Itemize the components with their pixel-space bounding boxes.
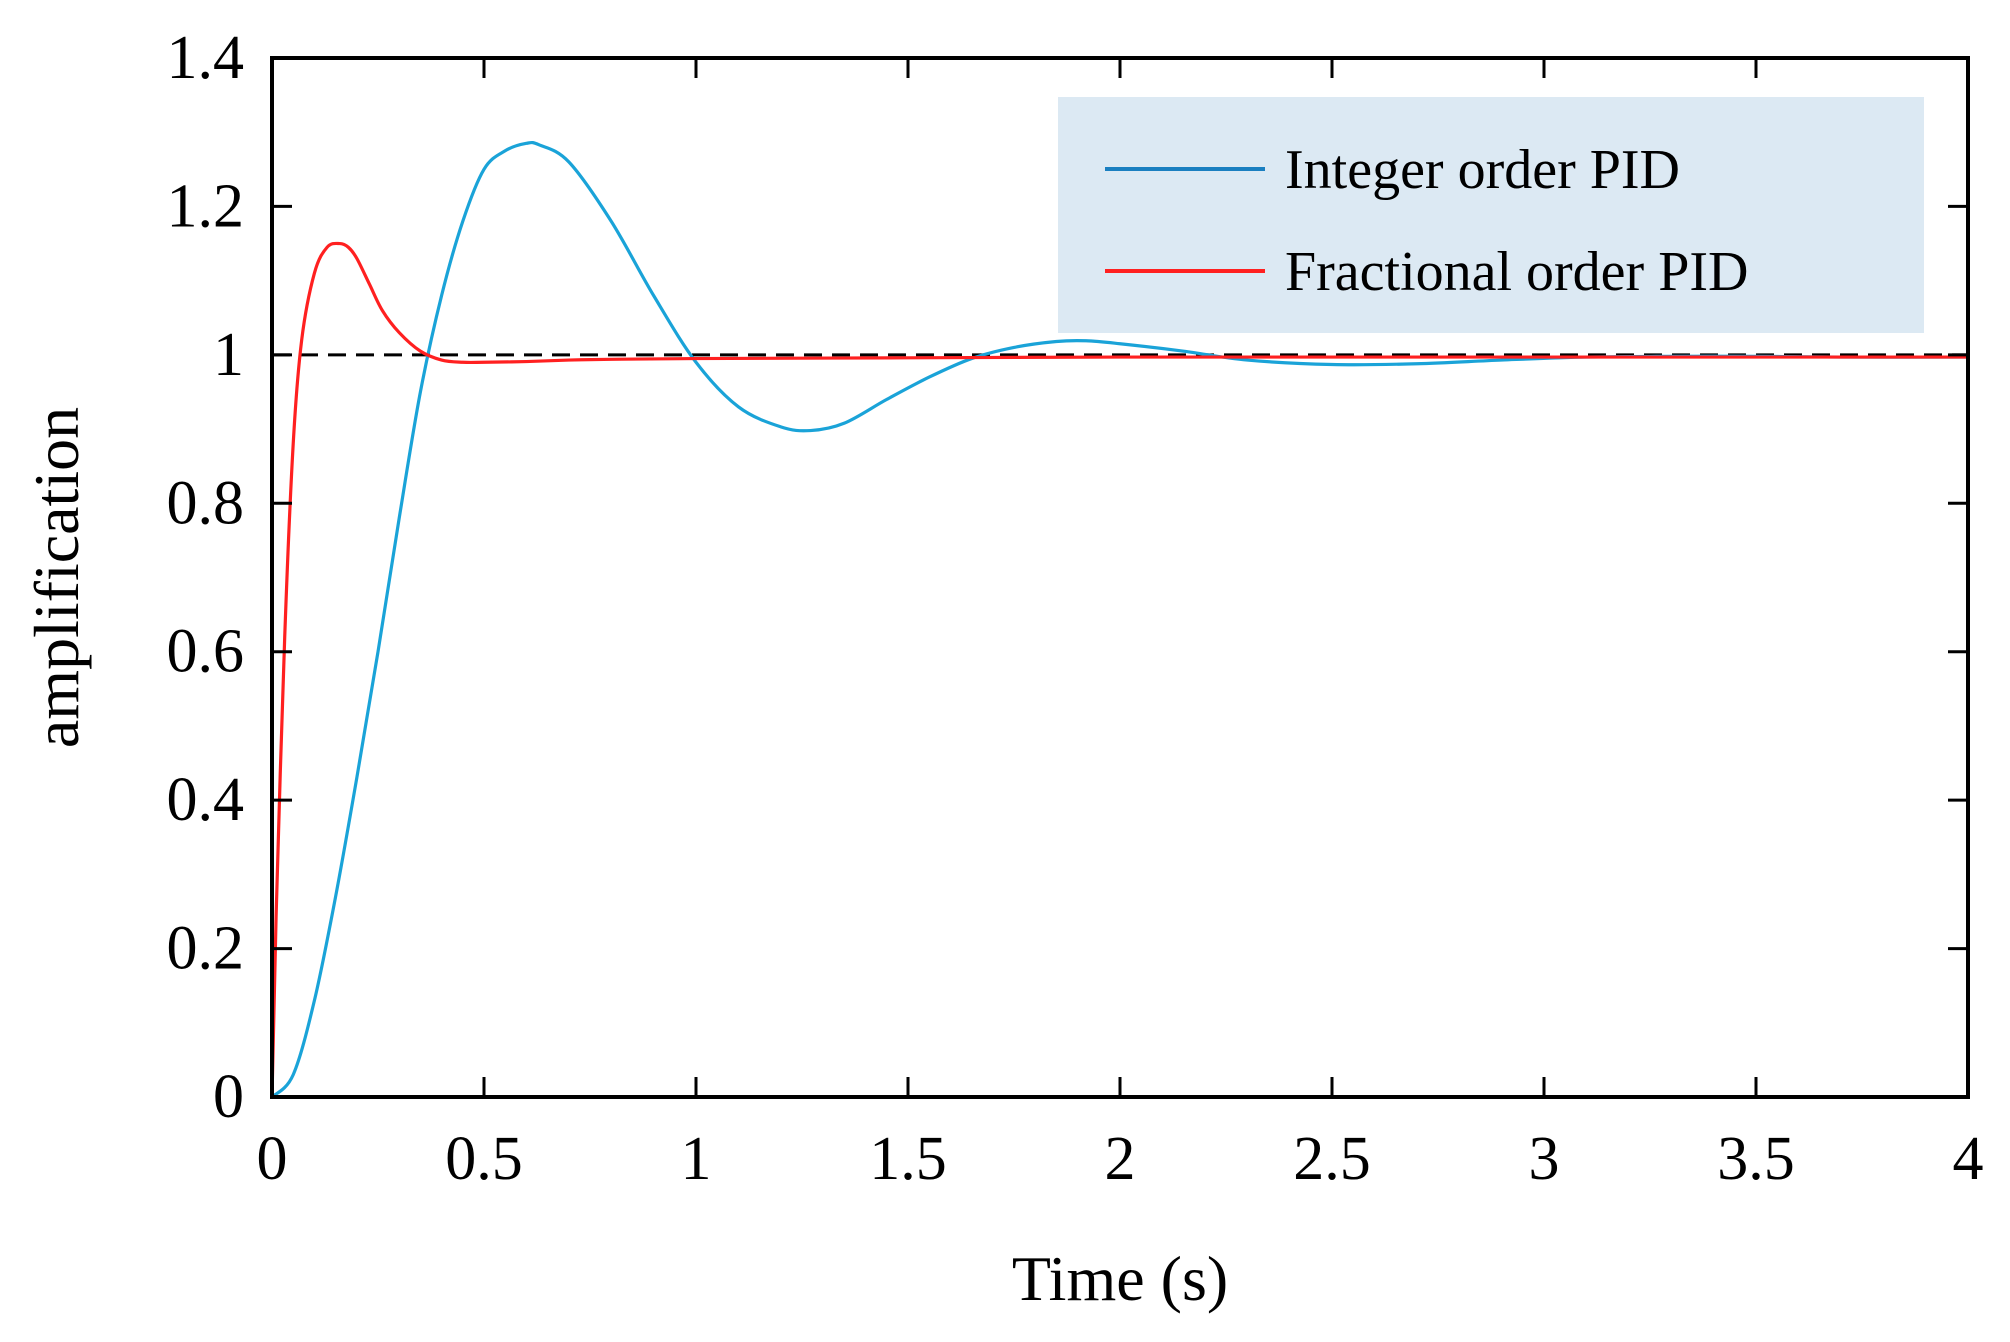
x-tick-label: 4 — [1953, 1125, 1984, 1193]
y-tick-label: 0.8 — [167, 469, 245, 537]
x-axis-title: Time (s) — [1012, 1243, 1228, 1314]
legend: Integer order PID Fractional order PID — [1058, 97, 1924, 333]
series-line-fractional-order-pid — [270, 241, 1970, 1099]
x-tick-label: 0.5 — [445, 1125, 523, 1193]
y-tick-label: 0.6 — [167, 618, 245, 686]
legend-box — [1058, 97, 1924, 333]
y-tick-label: 0.4 — [167, 766, 245, 834]
x-tick-label: 0 — [257, 1125, 288, 1193]
y-tick-label: 1 — [213, 321, 244, 389]
series-line-integer-order-pid — [270, 140, 1970, 1099]
y-tick-label: 1.2 — [167, 172, 245, 240]
legend-label-fractional-order-pid: Fractional order PID — [1285, 241, 1748, 303]
x-tick-label: 2 — [1105, 1125, 1136, 1193]
y-tick-label: 0 — [213, 1063, 244, 1131]
x-tick-label: 2.5 — [1293, 1125, 1371, 1193]
axes-layer: 0 0.5 1 1.5 2 2.5 3 3.5 4 0 0.2 0.4 0.6 0.8 1 1.2 1.4 — [167, 24, 1984, 1193]
x-tick-label: 3.5 — [1717, 1125, 1795, 1193]
x-tick-label: 3 — [1529, 1125, 1560, 1193]
x-tick-label: 1.5 — [869, 1125, 947, 1193]
y-tick-label: 0.2 — [167, 915, 245, 983]
y-tick-label: 1.4 — [167, 24, 245, 92]
legend-label-integer-order-pid: Integer order PID — [1285, 139, 1680, 201]
x-tick-label: 1 — [681, 1125, 712, 1193]
y-axis-title: amplification — [21, 407, 92, 748]
series-layer — [270, 140, 1970, 1099]
